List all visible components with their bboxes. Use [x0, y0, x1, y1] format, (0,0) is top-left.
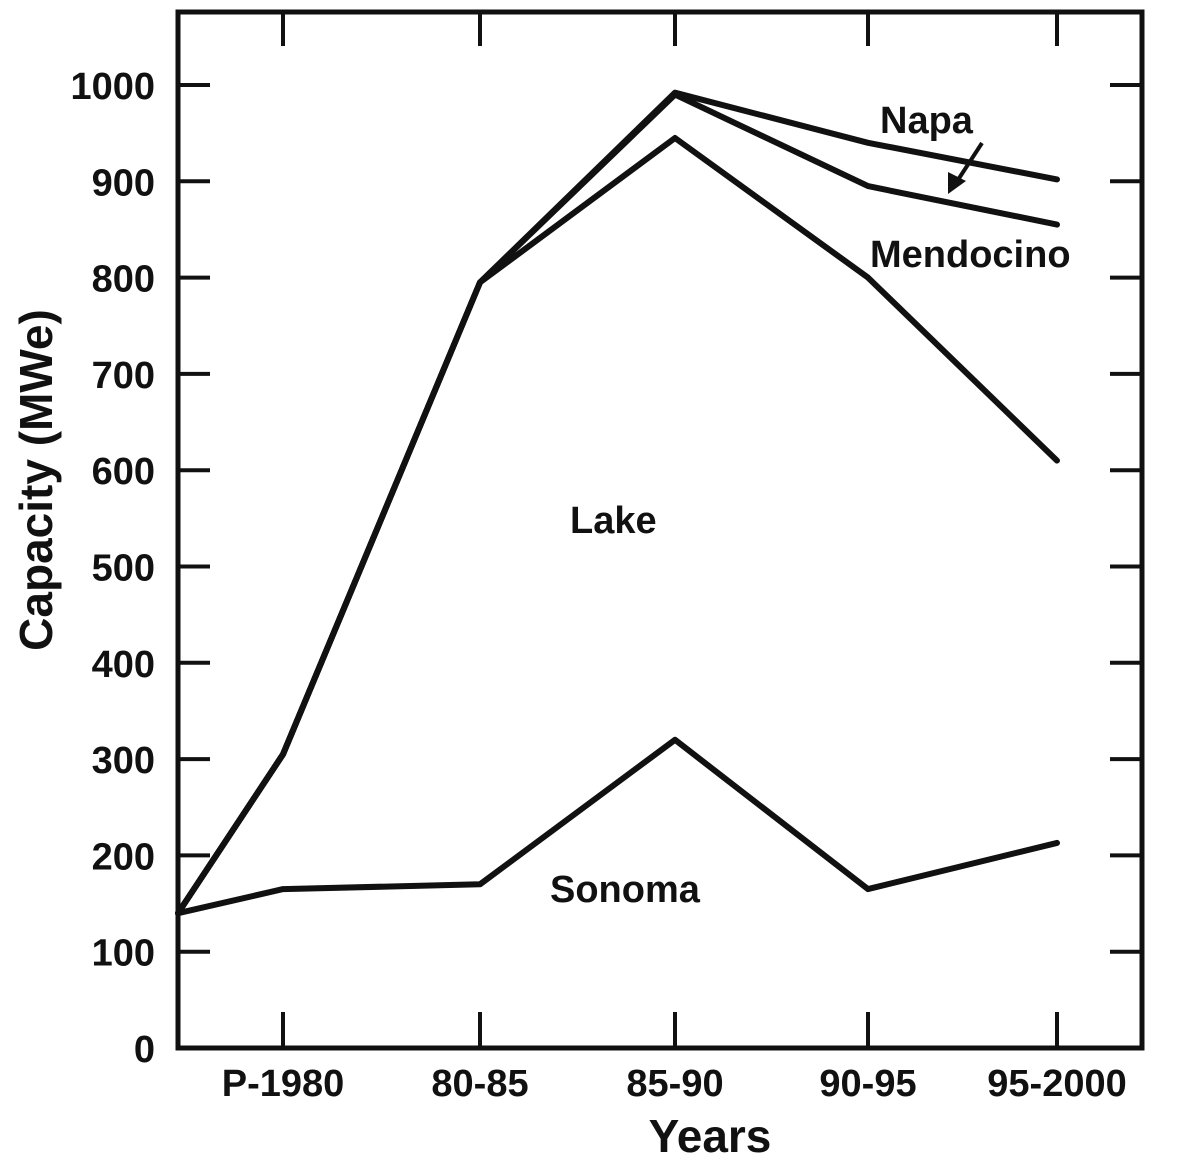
data-point-sonoma — [281, 887, 285, 892]
y-axis: 0 100 200 300 400 500 600 700 800 900 1000 — [70, 66, 1142, 1071]
data-point-napa — [673, 90, 677, 95]
x-axis: P-1980 80-85 85-90 90-95 95-2000 — [222, 12, 1127, 1105]
y-tick-label: 500 — [92, 548, 155, 590]
data-point-lake — [1055, 458, 1059, 463]
y-axis-title: Capacity (MWe) — [10, 309, 62, 651]
y-tick-label: 0 — [134, 1029, 155, 1071]
y-tick-label: 400 — [92, 644, 155, 686]
y-tick-label: 900 — [92, 162, 155, 204]
data-point-napa — [866, 140, 870, 145]
plot-border — [175, 9, 1145, 1051]
series-labels: Napa Mendocino Lake Sonoma — [550, 100, 1071, 911]
y-tick-label: 200 — [92, 836, 155, 878]
x-tick-label: 80-85 — [431, 1063, 528, 1105]
napa-arrow-head — [948, 172, 966, 194]
plot-frame — [175, 9, 1145, 1051]
x-tick-label: 90-95 — [819, 1063, 916, 1105]
series-line-sonoma — [175, 736, 1060, 917]
series-lines — [175, 89, 1060, 917]
series-label-mendocino: Mendocino — [870, 234, 1071, 276]
x-tick-label: 85-90 — [626, 1063, 723, 1105]
data-point-napa — [281, 752, 285, 757]
series-label-lake: Lake — [570, 500, 657, 542]
x-tick-label: P-1980 — [222, 1063, 345, 1105]
series-label-sonoma: Sonoma — [550, 869, 701, 911]
y-tick-label: 700 — [92, 355, 155, 397]
y-tick-label: 1000 — [70, 66, 155, 108]
data-point-mendocino — [1055, 222, 1059, 227]
data-point-sonoma — [673, 737, 677, 742]
data-point-lake — [866, 275, 870, 280]
series-line-napa — [175, 89, 1060, 917]
data-point-mendocino — [866, 184, 870, 189]
data-point-sonoma — [478, 882, 482, 887]
data-point-sonoma — [866, 887, 870, 892]
data-point-napa — [1055, 177, 1059, 182]
data-point-sonoma — [1055, 840, 1059, 845]
y-tick-label: 600 — [92, 451, 155, 493]
y-tick-label: 100 — [92, 933, 155, 975]
y-tick-label: 300 — [92, 740, 155, 782]
napa-arrow — [948, 141, 984, 194]
data-point-lake — [673, 136, 677, 140]
data-point-napa — [478, 280, 482, 285]
y-tick-label: 800 — [92, 259, 155, 301]
x-axis-title: Years — [649, 1110, 772, 1162]
series-label-napa: Napa — [880, 100, 974, 142]
x-tick-label: 95-2000 — [987, 1063, 1126, 1105]
